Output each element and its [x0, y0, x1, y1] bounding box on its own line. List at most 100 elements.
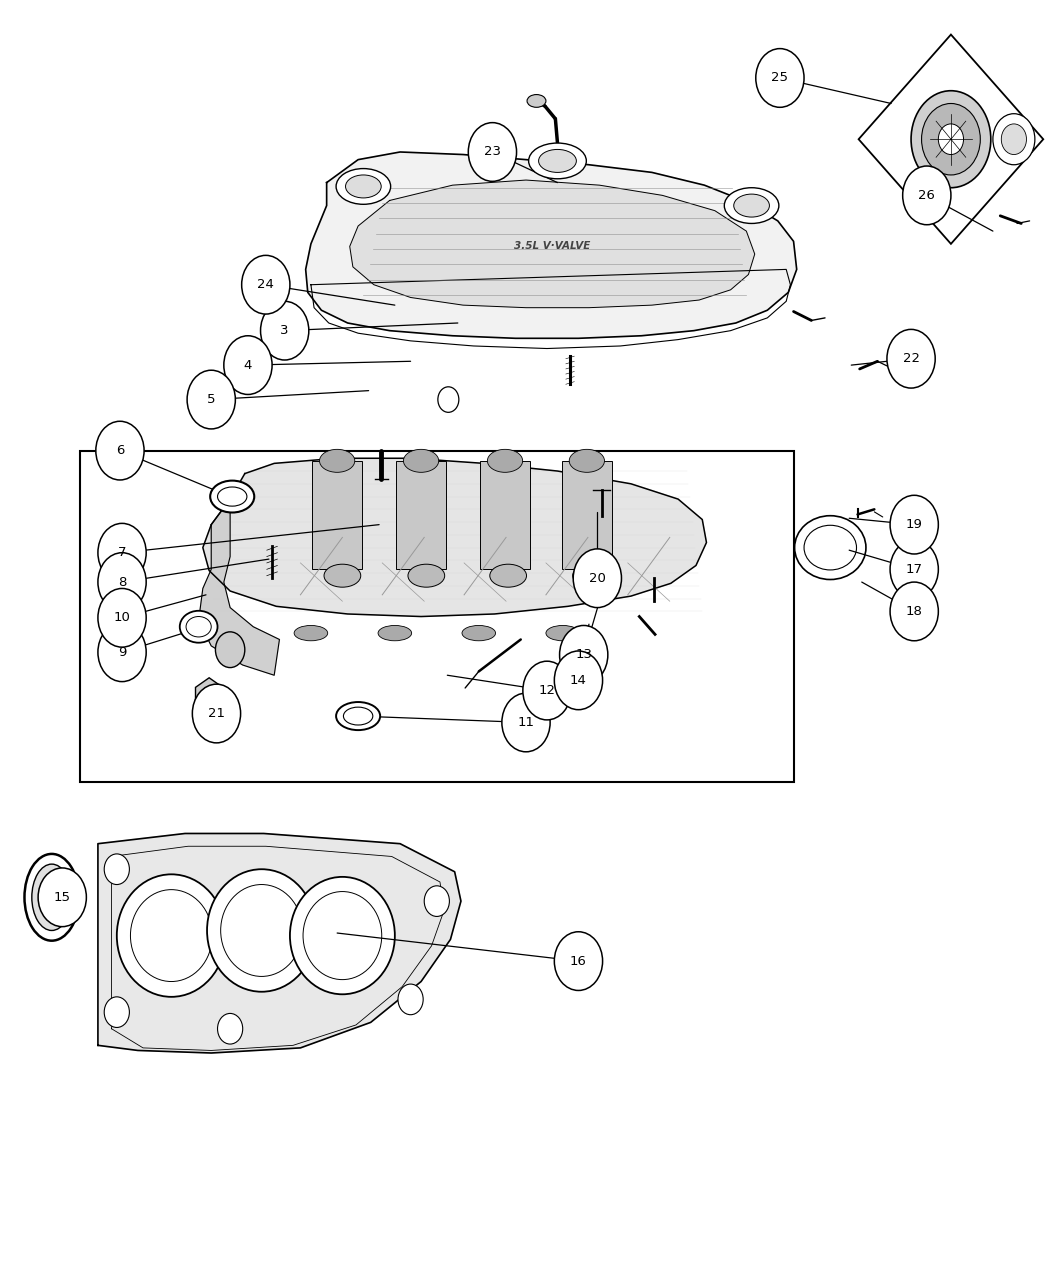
Polygon shape: [306, 152, 796, 339]
Polygon shape: [98, 834, 461, 1053]
Text: 20: 20: [589, 572, 606, 585]
Text: 12: 12: [539, 684, 555, 697]
Text: 8: 8: [118, 576, 126, 588]
Circle shape: [502, 693, 550, 752]
Ellipse shape: [546, 625, 580, 641]
Circle shape: [424, 886, 449, 917]
Text: 16: 16: [570, 954, 587, 968]
Ellipse shape: [324, 564, 361, 587]
Ellipse shape: [117, 875, 226, 996]
Circle shape: [218, 1013, 243, 1044]
Text: 19: 19: [906, 518, 923, 531]
Circle shape: [38, 868, 86, 927]
Text: 25: 25: [771, 72, 788, 84]
Circle shape: [193, 684, 241, 743]
Circle shape: [104, 996, 129, 1027]
Text: 17: 17: [906, 563, 923, 576]
Text: 5: 5: [207, 393, 216, 405]
Text: 3.5L V·VALVE: 3.5L V·VALVE: [514, 242, 590, 252]
Circle shape: [755, 49, 804, 107]
Ellipse shape: [569, 449, 605, 472]
Ellipse shape: [290, 877, 394, 994]
Circle shape: [523, 661, 571, 720]
Bar: [80, 450, 793, 783]
Text: 18: 18: [906, 605, 923, 618]
Text: 4: 4: [244, 358, 252, 372]
Text: 23: 23: [484, 146, 501, 159]
Circle shape: [903, 166, 951, 225]
Text: 21: 21: [208, 707, 225, 720]
Circle shape: [216, 632, 245, 668]
Ellipse shape: [221, 885, 303, 976]
Circle shape: [938, 124, 964, 155]
Text: 3: 3: [281, 324, 289, 338]
Ellipse shape: [539, 150, 576, 173]
Text: 10: 10: [114, 611, 130, 624]
Ellipse shape: [378, 625, 411, 641]
Ellipse shape: [39, 877, 64, 918]
Ellipse shape: [804, 526, 856, 570]
Text: 26: 26: [918, 189, 935, 202]
Text: 11: 11: [518, 716, 534, 729]
Ellipse shape: [303, 891, 382, 980]
Bar: [396, 460, 446, 569]
Circle shape: [96, 421, 144, 480]
Circle shape: [1002, 124, 1027, 155]
Circle shape: [98, 623, 146, 682]
Ellipse shape: [186, 616, 211, 637]
Ellipse shape: [487, 449, 523, 472]
Text: 15: 15: [54, 890, 70, 904]
Circle shape: [98, 588, 146, 647]
Ellipse shape: [320, 449, 355, 472]
Ellipse shape: [733, 194, 769, 217]
Ellipse shape: [462, 625, 495, 641]
Text: 9: 9: [118, 646, 126, 659]
Ellipse shape: [24, 854, 79, 940]
Ellipse shape: [218, 487, 247, 506]
Text: 7: 7: [118, 546, 126, 559]
Circle shape: [187, 370, 236, 428]
Ellipse shape: [404, 449, 439, 472]
Circle shape: [104, 854, 129, 885]
Ellipse shape: [408, 564, 445, 587]
Circle shape: [242, 256, 290, 315]
Ellipse shape: [336, 702, 380, 730]
Ellipse shape: [528, 143, 586, 179]
Ellipse shape: [32, 865, 72, 931]
Ellipse shape: [345, 175, 381, 198]
Text: 14: 14: [570, 674, 587, 687]
Circle shape: [554, 932, 603, 990]
Circle shape: [98, 523, 146, 582]
Ellipse shape: [295, 625, 327, 641]
Ellipse shape: [180, 611, 218, 642]
Circle shape: [201, 687, 218, 707]
Bar: [312, 460, 362, 569]
Circle shape: [890, 495, 938, 554]
Polygon shape: [196, 678, 223, 716]
Bar: [562, 460, 612, 569]
Text: 24: 24: [258, 279, 275, 292]
Circle shape: [573, 549, 622, 608]
Polygon shape: [858, 35, 1044, 244]
Circle shape: [468, 123, 517, 182]
Ellipse shape: [794, 515, 866, 579]
Polygon shape: [199, 499, 280, 675]
Circle shape: [224, 336, 272, 394]
Circle shape: [890, 582, 938, 641]
Circle shape: [554, 651, 603, 710]
Ellipse shape: [130, 890, 213, 981]
Ellipse shape: [336, 169, 390, 205]
Circle shape: [438, 386, 459, 412]
Circle shape: [911, 91, 991, 188]
Circle shape: [890, 540, 938, 599]
Text: 6: 6: [116, 444, 124, 457]
Ellipse shape: [725, 188, 778, 224]
Text: 22: 22: [903, 352, 919, 366]
Circle shape: [98, 553, 146, 611]
Circle shape: [922, 104, 980, 175]
Circle shape: [560, 625, 608, 684]
Circle shape: [993, 114, 1035, 165]
Ellipse shape: [207, 870, 317, 991]
Polygon shape: [349, 180, 754, 308]
Circle shape: [887, 330, 935, 388]
